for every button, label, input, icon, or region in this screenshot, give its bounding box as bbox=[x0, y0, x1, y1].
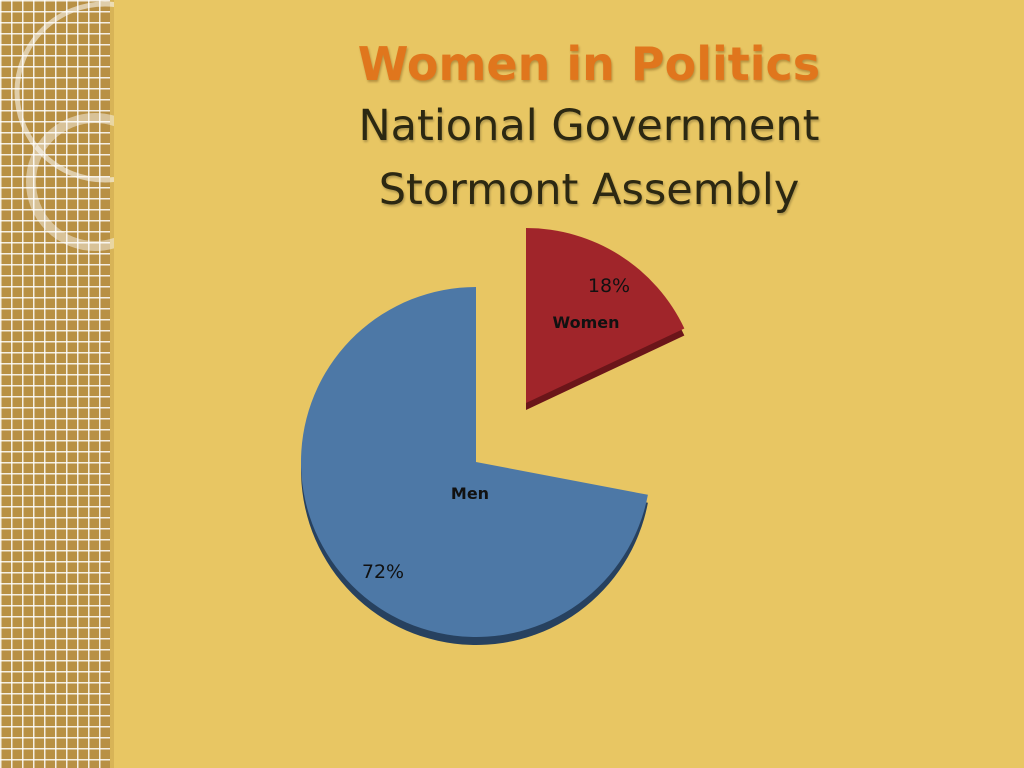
women-slice-label: Women bbox=[553, 313, 620, 332]
women-percent-label: 18% bbox=[588, 275, 630, 297]
men-percent-label: 72% bbox=[362, 561, 404, 583]
men-slice-label: Men bbox=[451, 484, 489, 503]
